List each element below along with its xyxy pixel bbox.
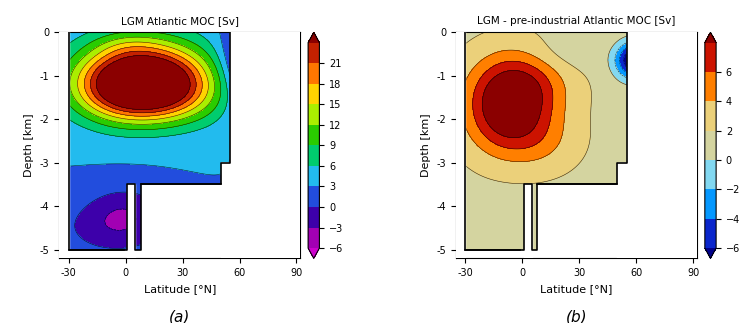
Text: (a): (a) <box>169 310 191 323</box>
PathPatch shape <box>308 248 319 258</box>
Bar <box>230 32 306 263</box>
Bar <box>524 184 532 263</box>
X-axis label: Latitude [°N]: Latitude [°N] <box>143 284 216 294</box>
Title: LGM Atlantic MOC [Sv]: LGM Atlantic MOC [Sv] <box>120 16 239 26</box>
Text: (b): (b) <box>565 310 588 323</box>
Bar <box>617 163 627 263</box>
Bar <box>454 32 466 263</box>
Bar <box>220 163 230 263</box>
Title: LGM - pre-industrial Atlantic MOC [Sv]: LGM - pre-industrial Atlantic MOC [Sv] <box>477 16 675 26</box>
Y-axis label: Depth [km]: Depth [km] <box>420 114 431 177</box>
Bar <box>627 32 703 263</box>
PathPatch shape <box>705 248 716 258</box>
X-axis label: Latitude [°N]: Latitude [°N] <box>540 284 613 294</box>
PathPatch shape <box>308 32 319 43</box>
Y-axis label: Depth [km]: Depth [km] <box>24 114 34 177</box>
PathPatch shape <box>705 32 716 43</box>
Bar <box>128 184 135 263</box>
Bar <box>57 32 69 263</box>
